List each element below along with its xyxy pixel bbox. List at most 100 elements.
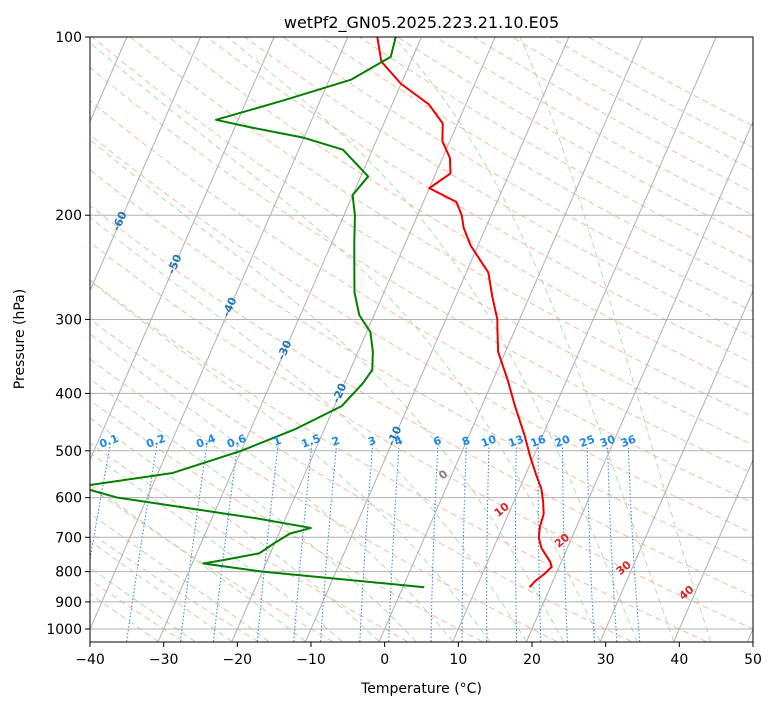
dry-adiabat-line	[90, 66, 753, 475]
x-tick-label: −20	[223, 652, 253, 668]
x-axis-label: Temperature (°C)	[360, 681, 482, 697]
dry-adiabat-line	[90, 241, 753, 630]
mixing-ratio-label: 13	[507, 433, 526, 450]
isotherm-line	[90, 37, 275, 462]
x-tick-label: 10	[449, 652, 467, 668]
mixing-ratio-label: 0.6	[225, 432, 248, 451]
mixing-ratio-line	[627, 445, 641, 642]
mixing-ratio-label: 4	[393, 434, 405, 449]
dry-adiabat-line	[320, 37, 753, 288]
dry-adiabat-line	[397, 37, 753, 239]
plot-frame	[89, 36, 754, 643]
isotherm-line	[305, 37, 570, 642]
mixing-ratio-label: 1.5	[300, 432, 323, 451]
moist-adiabat-line	[90, 512, 269, 642]
mixing-ratio-label: 6	[432, 434, 444, 449]
mixing-ratio-line	[486, 445, 490, 642]
y-tick-label: 500	[55, 444, 82, 460]
pressure-gridlines	[90, 37, 753, 630]
mixing-ratio-line	[256, 445, 279, 642]
moist-adiabat-line	[227, 37, 638, 642]
mixing-ratio-label: 0.1	[98, 432, 121, 451]
chart-title: wetPf2_GN05.2025.223.21.10.E05	[284, 13, 559, 33]
mixing-ratio-line	[562, 445, 568, 642]
x-tick-label: −40	[75, 652, 105, 668]
x-tick-label: 40	[670, 652, 688, 668]
dry-adiabat-line	[90, 318, 632, 642]
moist-adiabat-line	[90, 593, 159, 642]
moist-adiabat-line	[90, 417, 380, 642]
dry-adiabat-line	[90, 169, 753, 565]
mixing-ratio-label: 2	[330, 434, 342, 449]
mixing-ratio-line	[515, 445, 518, 642]
dry-adiabat-line	[90, 486, 333, 642]
dry-adiabat-line	[549, 37, 753, 149]
axes: −40 −30 −20 −10 0 10 20 30 40 5010020030040050060…	[46, 30, 762, 668]
mixing-ratio-label: 1	[271, 434, 283, 449]
dry-adiabat-line	[90, 358, 558, 642]
isotherm-line	[673, 458, 753, 642]
isotherm-line	[90, 37, 201, 292]
temperature-profile-line	[376, 37, 553, 588]
mixing-ratio-line	[388, 445, 400, 642]
y-tick-label: 200	[55, 208, 82, 224]
mixing-ratio-label: 36	[619, 432, 638, 450]
y-tick-label: 400	[55, 386, 82, 402]
moist-adiabat-line	[90, 138, 564, 642]
moist-adiabat-line	[90, 216, 527, 642]
mixing-ratio-line	[607, 445, 618, 642]
dry-adiabat-line	[359, 37, 753, 263]
mixing-ratio-label: 0.4	[194, 432, 217, 451]
y-tick-label: 100	[55, 30, 82, 46]
mixing-ratio-line	[359, 445, 374, 642]
x-tick-label: 20	[523, 652, 541, 668]
dry-adiabat-line	[511, 37, 753, 171]
isotherm-line	[526, 120, 753, 642]
mixing-ratio-label: 25	[578, 433, 597, 450]
x-tick-label: 30	[597, 652, 615, 668]
mixing-ratio-line	[537, 445, 542, 642]
y-tick-label: 300	[55, 312, 82, 328]
x-tick-label: −10	[296, 652, 326, 668]
mixing-ratio-line	[320, 445, 337, 642]
x-tick-label: −30	[149, 652, 179, 668]
mixing-ratio-label: 20	[553, 432, 572, 450]
dry-adiabat-line	[473, 37, 753, 193]
dry-adiabat-line	[91, 37, 753, 446]
moist-adiabat-line	[90, 483, 306, 642]
moist-adiabat-line	[90, 42, 601, 642]
dry-adiabat-line	[282, 37, 753, 313]
dry-adiabat-line	[244, 37, 753, 338]
y-tick-label: 1000	[46, 622, 82, 638]
mixing-ratio-label: 0.2	[144, 432, 167, 451]
isotherm-line	[157, 37, 422, 642]
y-tick-label: 800	[55, 565, 82, 581]
plot-area	[90, 37, 753, 642]
dry-adiabat-line	[435, 37, 753, 216]
mixing-ratio-line	[461, 445, 467, 642]
y-axis-label: Pressure (hPa)	[12, 289, 28, 389]
isotherm-line	[378, 37, 643, 642]
isotherm-line	[452, 37, 717, 642]
profile-series	[90, 37, 553, 589]
isotherm-line	[231, 37, 496, 642]
dry-adiabat-line	[90, 279, 707, 642]
y-tick-label: 600	[55, 491, 82, 507]
moist-adiabat-line	[90, 540, 233, 642]
line-labels: -100-90-80-70-60-50-40-30-20-100.10.20.4…	[98, 209, 697, 603]
mixing-ratio-label: 3	[366, 434, 378, 449]
mixing-ratio-lines	[90, 445, 641, 642]
y-tick-label: 700	[55, 530, 82, 546]
moist-adiabat-line	[90, 567, 196, 642]
mixing-ratio-line	[293, 445, 313, 642]
dry-adiabat-line	[90, 204, 753, 597]
mixing-ratio-line	[126, 445, 158, 642]
mixing-ratio-label: 10	[479, 432, 498, 450]
y-tick-label: 900	[55, 595, 82, 611]
mixing-ratio-label: 16	[529, 432, 548, 450]
isotherm-line	[599, 289, 753, 642]
mixing-ratio-label: 30	[598, 432, 617, 450]
dewpoint-profile-line	[90, 37, 425, 589]
mixing-ratio-line	[430, 445, 439, 642]
